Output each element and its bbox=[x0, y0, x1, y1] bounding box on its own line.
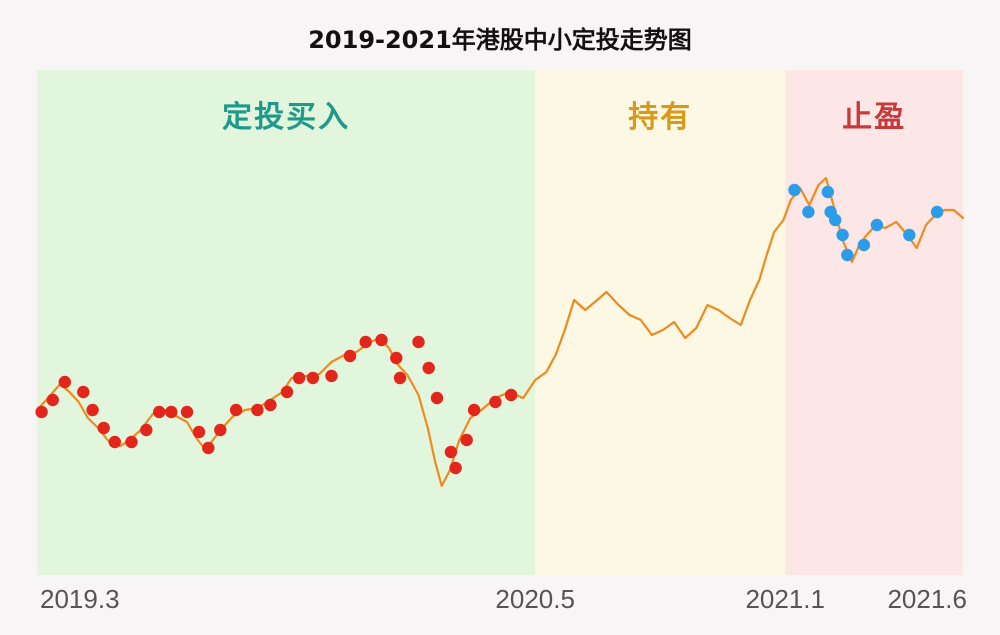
x-tick-label: 2021.1 bbox=[745, 584, 825, 614]
buy-point bbox=[444, 445, 458, 459]
buy-point bbox=[422, 361, 435, 375]
buy-point bbox=[35, 405, 48, 419]
buy-point bbox=[412, 335, 425, 349]
zone-label-1: 持有 bbox=[628, 100, 692, 135]
buy-point bbox=[343, 349, 357, 363]
buy-point bbox=[375, 333, 388, 347]
zone-label-2: 止盈 bbox=[842, 100, 906, 135]
buy-point bbox=[390, 351, 403, 365]
zone-backgrounds bbox=[37, 70, 963, 575]
buy-point bbox=[430, 391, 444, 405]
buy-point bbox=[165, 405, 178, 419]
sell-point bbox=[870, 218, 884, 232]
buy-point bbox=[58, 375, 71, 389]
sell-markers bbox=[788, 183, 944, 262]
buy-point bbox=[180, 405, 194, 419]
zone-bg-1 bbox=[535, 70, 786, 575]
buy-point bbox=[264, 398, 277, 412]
buy-point bbox=[125, 435, 138, 449]
buy-point bbox=[306, 371, 320, 385]
x-tick-label: 2021.6 bbox=[887, 584, 967, 614]
buy-point bbox=[153, 405, 166, 419]
buy-point bbox=[202, 441, 215, 455]
sell-point bbox=[930, 205, 944, 219]
zone-bg-0 bbox=[37, 70, 536, 575]
buy-point bbox=[489, 395, 502, 409]
buy-point bbox=[97, 421, 110, 435]
buy-point bbox=[460, 433, 473, 447]
sell-point bbox=[821, 185, 834, 199]
sell-point bbox=[829, 213, 842, 227]
buy-point bbox=[325, 369, 338, 383]
zone-labels: 定投买入 持有 止盈 bbox=[222, 100, 906, 135]
x-axis-ticks: 2019.3 2020.5 2021.1 2021.6 bbox=[40, 584, 967, 614]
buy-markers bbox=[35, 333, 518, 475]
buy-point bbox=[292, 371, 306, 385]
buy-point bbox=[192, 425, 206, 439]
buy-point bbox=[108, 435, 122, 449]
buy-point bbox=[393, 371, 407, 385]
zone-label-0: 定投买入 bbox=[222, 100, 350, 135]
series-line bbox=[35, 176, 965, 488]
buy-point bbox=[504, 388, 518, 402]
price-series bbox=[35, 176, 965, 488]
sell-point bbox=[802, 205, 815, 219]
buy-point bbox=[467, 403, 481, 417]
chart-title: 2019-2021年港股中小定投走势图 bbox=[308, 26, 692, 54]
buy-point bbox=[214, 423, 227, 437]
buy-point bbox=[140, 423, 153, 437]
buy-point bbox=[251, 403, 264, 417]
buy-point bbox=[449, 461, 462, 475]
sell-point bbox=[857, 238, 871, 252]
sell-point bbox=[841, 248, 854, 262]
buy-point bbox=[280, 385, 294, 399]
buy-point bbox=[359, 335, 372, 349]
buy-point bbox=[229, 403, 243, 417]
sell-point bbox=[788, 183, 801, 197]
sell-point bbox=[836, 228, 849, 242]
buy-point bbox=[86, 403, 99, 417]
zone-bg-2 bbox=[785, 70, 963, 575]
x-tick-label: 2020.5 bbox=[495, 584, 575, 614]
sell-point bbox=[903, 228, 916, 242]
x-tick-label: 2019.3 bbox=[40, 584, 120, 614]
buy-point bbox=[77, 385, 90, 399]
buy-point bbox=[46, 393, 59, 407]
